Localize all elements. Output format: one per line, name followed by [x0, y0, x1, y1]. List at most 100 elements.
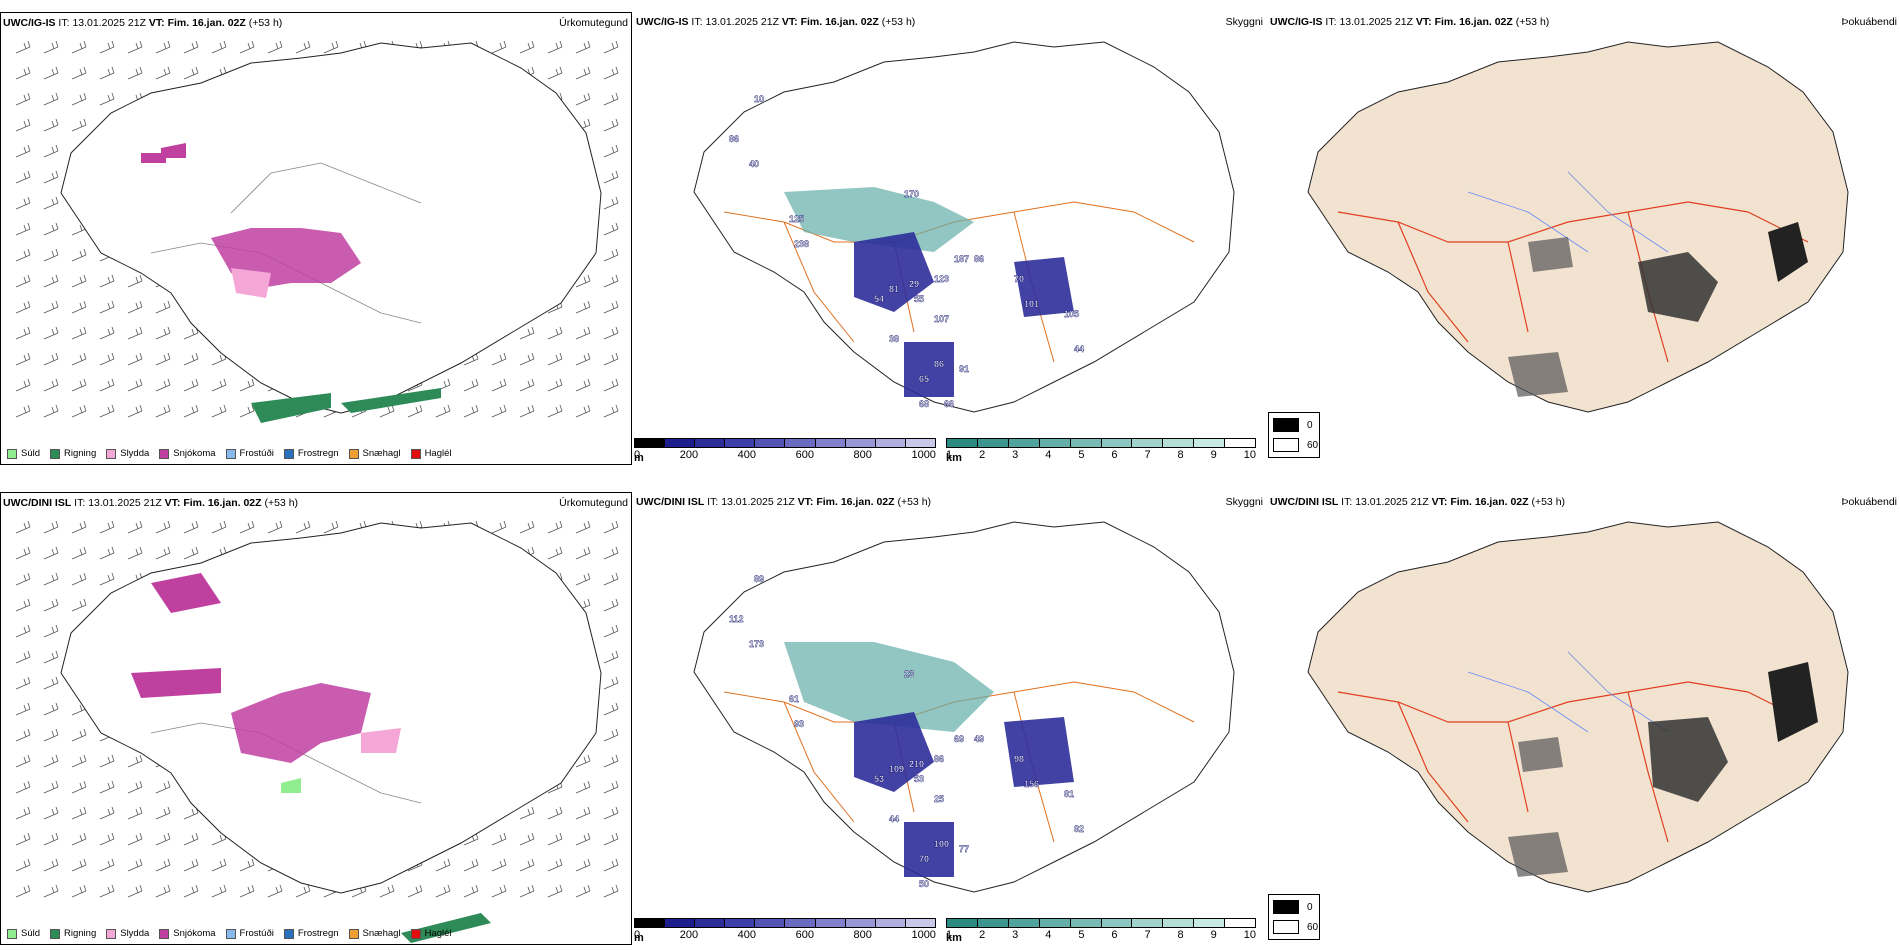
low-cloud-area [1004, 717, 1074, 787]
visibility-label: 123 [934, 274, 949, 284]
precip-legend-item: Frostregn [283, 928, 339, 939]
panel-title: Þokuábendi [1841, 496, 1897, 508]
panel-header: UWC/IG-IS IT: 13.01.2025 21Z VT: Fim. 16… [3, 17, 283, 29]
visibility-panel-top: 10 86 40 170 125 238 81 29 123 187 86 70 54 55 101 107 1… [634, 12, 1266, 465]
legend-swatch [348, 928, 359, 939]
visibility-label: 187 [954, 254, 969, 264]
snow-area [231, 683, 371, 763]
fog-panel-bottom: UWC/DINI ISL IT: 13.01.2025 21Z VT: Fim.… [1268, 492, 1900, 945]
iceland-land [1307, 521, 1849, 893]
colorbar-tick: 10 [1243, 929, 1256, 941]
visibility-label: 101 [1024, 299, 1039, 309]
rain-area [401, 913, 491, 943]
visibility-unit: km [946, 452, 962, 464]
colorbar-tick: 6 [1111, 929, 1118, 941]
fog-area [1508, 352, 1568, 397]
visibility-label: 170 [904, 189, 919, 199]
legend-swatch [7, 928, 17, 939]
drizzle-area [281, 778, 301, 793]
low-visibility-area [784, 187, 974, 252]
legend-swatch [159, 928, 170, 939]
low-cloud-area [904, 822, 954, 877]
iceland-map-fog-bottom [1307, 521, 1849, 893]
visibility-label: 44 [889, 814, 899, 824]
fog-legend-swatch-0 [1273, 418, 1299, 432]
visibility-colorbar: 1 2 3 4 5 6 7 8 9 10 [946, 438, 1256, 461]
visibility-label: 91 [959, 364, 969, 374]
visibility-label: 50 [919, 879, 929, 889]
legend-swatch [225, 448, 236, 459]
fog-legend-swatch-60 [1273, 920, 1299, 934]
legend-swatch [159, 448, 170, 459]
visibility-label: 44 [1074, 344, 1084, 354]
cloud-base-unit: m [634, 932, 644, 944]
colorbar-tick: 200 [679, 449, 699, 461]
fog-area [1508, 832, 1568, 877]
iceland-coastline [60, 42, 602, 414]
precip-legend: Súld Rigning Slydda Snjókoma Frostúði Frostre… [7, 448, 452, 459]
visibility-label: 10 [754, 94, 764, 104]
visibility-label: 109 [889, 764, 904, 774]
precip-type-panel-bottom: UWC/DINI ISL IT: 13.01.2025 21Z VT: Fim.… [0, 492, 632, 945]
legend-swatch [50, 448, 61, 459]
cloud-base-colorbar: 0 200 400 600 800 1000 [634, 438, 936, 461]
iceland-map-precip-top [15, 40, 619, 423]
colorbar-tick: 10 [1243, 449, 1256, 461]
legend-swatch [283, 448, 294, 459]
visibility-label: 38 [889, 334, 899, 344]
colorbar-tick: 5 [1078, 929, 1085, 941]
visibility-label: 107 [934, 314, 949, 324]
visibility-label: 86 [934, 359, 944, 369]
legend-swatch [410, 928, 421, 939]
precip-legend-item: Frostúði [225, 928, 274, 939]
panel-header: UWC/DINI ISL IT: 13.01.2025 21Z VT: Fim.… [1270, 496, 1566, 508]
cloud-base-unit: m [634, 452, 644, 464]
legend-swatch [50, 928, 61, 939]
iceland-map-visibility-bottom: 89 112 173 23 61 93 109 210 86 69 49 98 53 53 156 25 81 4… [693, 521, 1235, 893]
legend-swatch [225, 928, 236, 939]
precip-legend-item: Haglél [410, 448, 452, 459]
fog-legend: 0 60 [1268, 412, 1320, 458]
visibility-label: 112 [729, 614, 744, 624]
precip-legend-item: Haglél [410, 928, 452, 939]
low-cloud-area [1014, 257, 1074, 317]
colorbar-tick: 800 [853, 449, 872, 461]
legend-swatch [410, 448, 421, 459]
legend-swatch [106, 448, 117, 459]
legend-swatch [106, 928, 117, 939]
iceland-land [1307, 41, 1849, 413]
visibility-label: 25 [934, 794, 944, 804]
colorbar-tick: 1000 [911, 929, 936, 941]
visibility-label: 86 [729, 134, 739, 144]
fog-panel-top: UWC/IG-IS IT: 13.01.2025 21Z VT: Fim. 16… [1268, 12, 1900, 465]
snow-area [131, 668, 221, 698]
visibility-label: 70 [1014, 274, 1024, 284]
colorbar-tick: 3 [1012, 449, 1019, 461]
visibility-label: 66 [944, 399, 954, 409]
visibility-label: 81 [1064, 789, 1074, 799]
colorbar-tick: 0 [634, 929, 641, 941]
visibility-label: 54 [874, 294, 884, 304]
snow-area [141, 153, 166, 163]
colorbar-tick: 3 [1012, 929, 1019, 941]
visibility-label: 69 [954, 734, 964, 744]
panel-header: UWC/DINI ISL IT: 13.01.2025 21Z VT: Fim.… [636, 496, 932, 508]
colorbar-tick: 5 [1078, 449, 1085, 461]
colorbar-tick: 7 [1144, 929, 1151, 941]
panel-header: UWC/IG-IS IT: 13.01.2025 21Z VT: Fim. 16… [1270, 16, 1550, 28]
panel-title: Úrkomutegund [559, 497, 628, 509]
colorbar-tick: 200 [679, 929, 699, 941]
legend-swatch [348, 448, 359, 459]
visibility-label: 82 [1074, 824, 1084, 834]
precip-legend-item: Slydda [106, 448, 149, 459]
panel-title: Skyggni [1225, 16, 1263, 28]
precip-legend-item: Snæhagl [348, 448, 401, 459]
visibility-label: 53 [914, 774, 924, 784]
panel-title: Skyggni [1225, 496, 1263, 508]
fog-area [1768, 662, 1818, 742]
precip-legend-item: Súld [7, 448, 40, 459]
precip-legend: Súld Rigning Slydda Snjókoma Frostúði Frostre… [7, 928, 452, 939]
low-cloud-area [904, 342, 954, 397]
visibility-label: 210 [909, 759, 924, 769]
visibility-label: 93 [794, 719, 804, 729]
